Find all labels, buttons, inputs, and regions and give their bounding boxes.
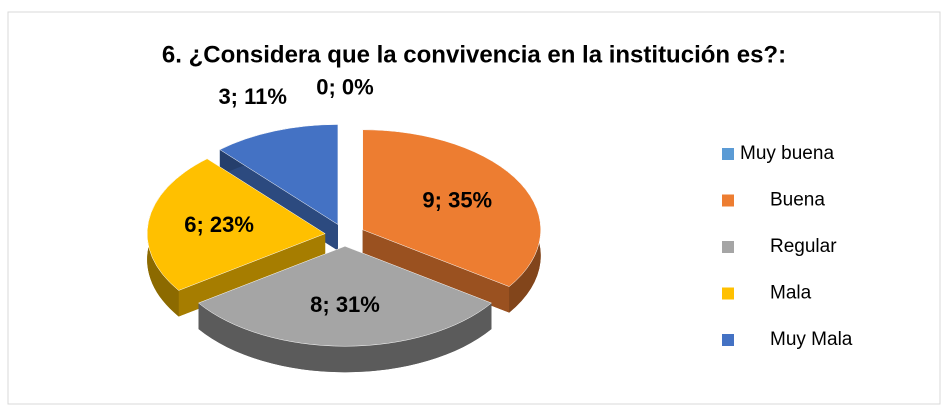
data-label: 3; 11% xyxy=(218,84,287,109)
legend-swatch xyxy=(722,334,734,346)
slice-top xyxy=(219,124,339,225)
pie-slice xyxy=(198,245,492,373)
data-label: 9; 35% xyxy=(422,188,492,213)
pie-slice xyxy=(362,129,541,313)
legend-swatch xyxy=(722,287,734,300)
legend-label: Regular xyxy=(770,236,837,257)
legend-label: Mala xyxy=(770,283,812,304)
legend-swatch xyxy=(722,148,734,160)
legend-swatch xyxy=(722,194,734,207)
chart-title: 6. ¿Considera que la convivencia en la i… xyxy=(162,41,786,68)
data-label: 0; 0% xyxy=(316,75,373,100)
legend-swatch xyxy=(722,241,734,253)
data-label: 8; 31% xyxy=(310,292,380,317)
data-label: 6; 23% xyxy=(184,212,254,237)
legend-label: Buena xyxy=(770,190,825,211)
slice-top xyxy=(198,245,492,347)
legend-label: Muy buena xyxy=(740,143,834,164)
legend-label: Muy Mala xyxy=(770,329,853,350)
slice-edge xyxy=(362,229,510,313)
slice-wall xyxy=(198,303,492,373)
slice-top xyxy=(362,129,541,287)
pie-slice xyxy=(146,158,326,317)
slice-top xyxy=(146,158,326,291)
slice-edge xyxy=(178,233,326,317)
